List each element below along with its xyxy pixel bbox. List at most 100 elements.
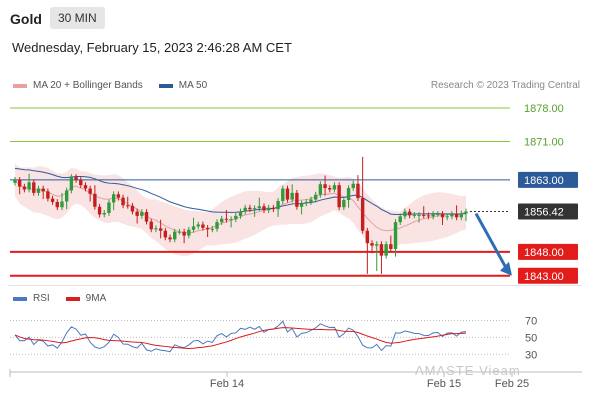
candle-body	[13, 179, 17, 183]
candle-body	[328, 188, 332, 190]
level-tag	[518, 267, 578, 284]
candle	[79, 177, 83, 189]
candle	[107, 199, 111, 216]
candle-body	[168, 237, 172, 240]
candle-body	[276, 201, 280, 210]
candle	[64, 187, 69, 210]
level-tag	[518, 243, 578, 260]
candle	[454, 205, 459, 221]
candle	[60, 192, 64, 211]
candle-body	[403, 211, 407, 217]
candle	[360, 156, 365, 234]
candle-body	[450, 213, 454, 217]
legend-item-9ma: 9MA	[65, 293, 106, 304]
level-label: 1848.00	[518, 243, 578, 260]
candle	[389, 235, 393, 252]
candle-body	[398, 216, 402, 223]
level-text: 1878.00	[524, 103, 564, 115]
level-text: 1871.00	[524, 137, 564, 149]
candle	[50, 195, 55, 205]
candle	[243, 204, 247, 215]
ma50-line	[14, 167, 467, 215]
level-label: 1878.00	[524, 103, 564, 115]
level-label: 1843.00	[518, 267, 578, 284]
candle	[337, 182, 341, 211]
candle-body	[83, 185, 88, 189]
legend-label-ma20: MA 20 + Bollinger Bands	[33, 80, 143, 91]
candle	[290, 184, 294, 203]
candle	[356, 175, 360, 202]
candle-body	[140, 212, 144, 216]
candle	[111, 191, 116, 211]
candle	[276, 198, 280, 217]
candle-body	[201, 224, 205, 228]
candle-body	[22, 186, 27, 190]
price-legend: MA 20 + Bollinger Bands MA 50	[13, 80, 223, 91]
candle	[201, 221, 205, 231]
candle	[313, 191, 318, 203]
projection-arrow	[474, 212, 508, 269]
candle-body	[60, 201, 64, 208]
candle-body	[116, 194, 121, 198]
candle	[271, 204, 276, 213]
candle-body	[445, 216, 449, 218]
candle	[422, 206, 426, 219]
candle-body	[173, 231, 177, 240]
candle-body	[285, 188, 290, 200]
candle	[281, 185, 285, 204]
candle	[215, 219, 219, 232]
candle-body	[459, 213, 464, 218]
candle	[417, 212, 421, 223]
candle	[93, 185, 97, 210]
instrument-title: Gold	[10, 11, 42, 27]
candle-body	[464, 211, 468, 214]
level-text: 1843.00	[524, 271, 564, 283]
candle-body	[248, 207, 252, 210]
candle	[22, 183, 27, 193]
candle-body	[158, 228, 163, 231]
ma20-swatch	[13, 83, 27, 88]
candle-body	[389, 244, 393, 249]
candle	[464, 208, 468, 222]
candle	[182, 228, 186, 244]
candle	[224, 210, 229, 223]
candle-body	[191, 226, 196, 230]
candle-body	[440, 213, 445, 218]
candle-body	[360, 198, 365, 231]
candle	[234, 212, 238, 223]
level-label: 1871.00	[524, 137, 564, 149]
ma20-line	[14, 179, 467, 234]
candle	[365, 227, 370, 274]
candle-body	[417, 214, 421, 216]
candle	[262, 203, 266, 213]
legend-item-rsi: RSI	[13, 293, 50, 304]
candle-body	[365, 230, 370, 244]
candle-body	[436, 213, 440, 215]
candle-body	[332, 185, 337, 190]
candle-body	[144, 212, 149, 222]
candle-body	[422, 214, 426, 216]
ma50-swatch	[158, 83, 173, 88]
candle-body	[111, 194, 116, 203]
candle	[32, 179, 36, 196]
rsi-ma-swatch	[65, 296, 80, 301]
candle	[154, 225, 158, 233]
candle-body	[135, 211, 139, 216]
timeframe-badge[interactable]: 30 MIN	[50, 7, 105, 29]
candle-body	[69, 177, 74, 191]
candle-body	[130, 205, 135, 212]
level-tag	[518, 171, 578, 188]
candle	[318, 181, 323, 198]
candle-body	[252, 208, 257, 210]
rsi-swatch	[13, 296, 27, 301]
candle	[252, 205, 257, 217]
candle-body	[79, 179, 83, 186]
candle	[83, 182, 88, 192]
level-text: 1863.00	[524, 175, 564, 187]
candle-body	[74, 177, 78, 180]
candle-body	[356, 183, 360, 199]
candle	[328, 185, 332, 193]
candle	[431, 211, 435, 220]
candle	[398, 213, 402, 225]
